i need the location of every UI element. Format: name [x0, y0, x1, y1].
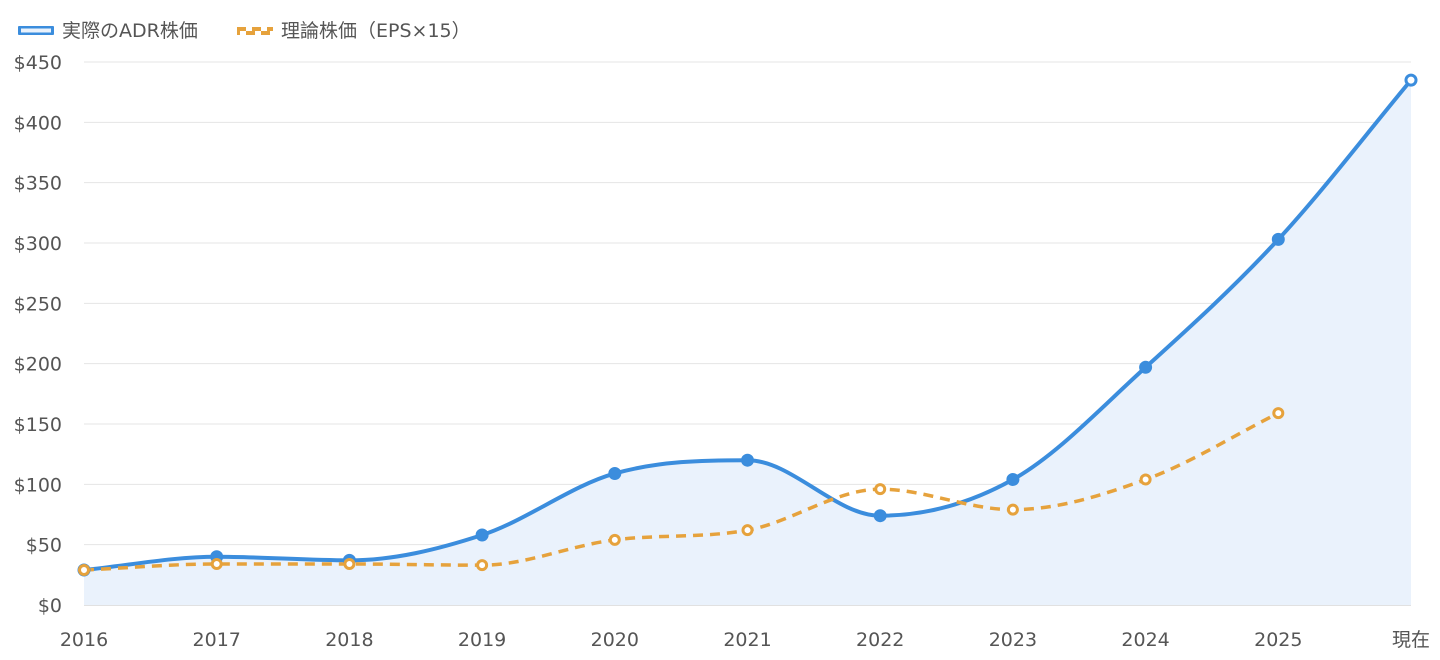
x-axis-tick-labels: 2016 2017 2018 2019 2020 2021 2022 2023 2024 2025… [60, 629, 1430, 651]
x-tick-label: 2021 [723, 629, 771, 651]
data-point[interactable] [78, 564, 90, 577]
x-tick-label: 2020 [591, 629, 639, 651]
y-tick-label: $350 [14, 173, 62, 195]
series-lines [83, 78, 1413, 573]
y-tick-label: $450 [14, 52, 62, 74]
x-tick-label: 2016 [60, 629, 108, 651]
data-point[interactable] [874, 483, 887, 496]
data-point[interactable] [1006, 503, 1019, 516]
data-point[interactable] [741, 524, 754, 537]
data-point[interactable] [1272, 407, 1285, 420]
data-point[interactable] [1006, 473, 1020, 487]
area-fill-layer [84, 80, 1411, 606]
legend: 実際のADR株価 理論株価（EPS×15） [18, 20, 471, 42]
series-points [77, 73, 1418, 577]
grid-lines [84, 61, 1411, 606]
y-axis-tick-labels: $0 $50 $100 $150 $200 $250 $300 $350 $400 $450 [14, 52, 62, 617]
x-tick-label: 現在 [1392, 629, 1430, 651]
y-tick-label: $150 [14, 414, 62, 436]
data-point[interactable] [1404, 73, 1418, 87]
data-point[interactable] [608, 466, 622, 480]
data-point[interactable] [1271, 232, 1285, 246]
data-point[interactable] [475, 528, 489, 542]
y-tick-label: $300 [14, 233, 62, 255]
x-tick-label: 2018 [325, 629, 373, 651]
y-tick-label: $400 [14, 112, 62, 134]
x-tick-label: 2024 [1121, 629, 1169, 651]
legend-item-actual[interactable]: 実際のADR株価 [18, 20, 198, 42]
data-point[interactable] [210, 557, 223, 570]
data-point[interactable] [1139, 360, 1153, 374]
x-tick-label: 2022 [856, 629, 904, 651]
series-area-0 [84, 80, 1411, 606]
y-tick-label: $200 [14, 354, 62, 376]
x-tick-label: 2019 [458, 629, 506, 651]
x-tick-label: 2017 [193, 629, 241, 651]
legend-swatch-actual-inner [21, 28, 51, 33]
data-point[interactable] [608, 533, 621, 546]
data-point[interactable] [873, 509, 887, 523]
y-tick-label: $100 [14, 474, 62, 496]
y-tick-label: $0 [38, 595, 62, 617]
y-tick-label: $50 [26, 535, 62, 557]
y-tick-label: $250 [14, 293, 62, 315]
legend-label-actual: 実際のADR株価 [62, 20, 198, 42]
series-line-0 [83, 78, 1413, 573]
data-point[interactable] [343, 557, 356, 570]
x-tick-label: 2023 [989, 629, 1037, 651]
data-point[interactable] [476, 559, 489, 572]
data-point[interactable] [741, 453, 754, 467]
data-point[interactable] [1139, 473, 1152, 486]
legend-label-theoretical: 理論株価（EPS×15） [281, 20, 471, 42]
x-tick-label: 2025 [1254, 629, 1302, 651]
legend-item-theoretical[interactable]: 理論株価（EPS×15） [237, 20, 471, 42]
